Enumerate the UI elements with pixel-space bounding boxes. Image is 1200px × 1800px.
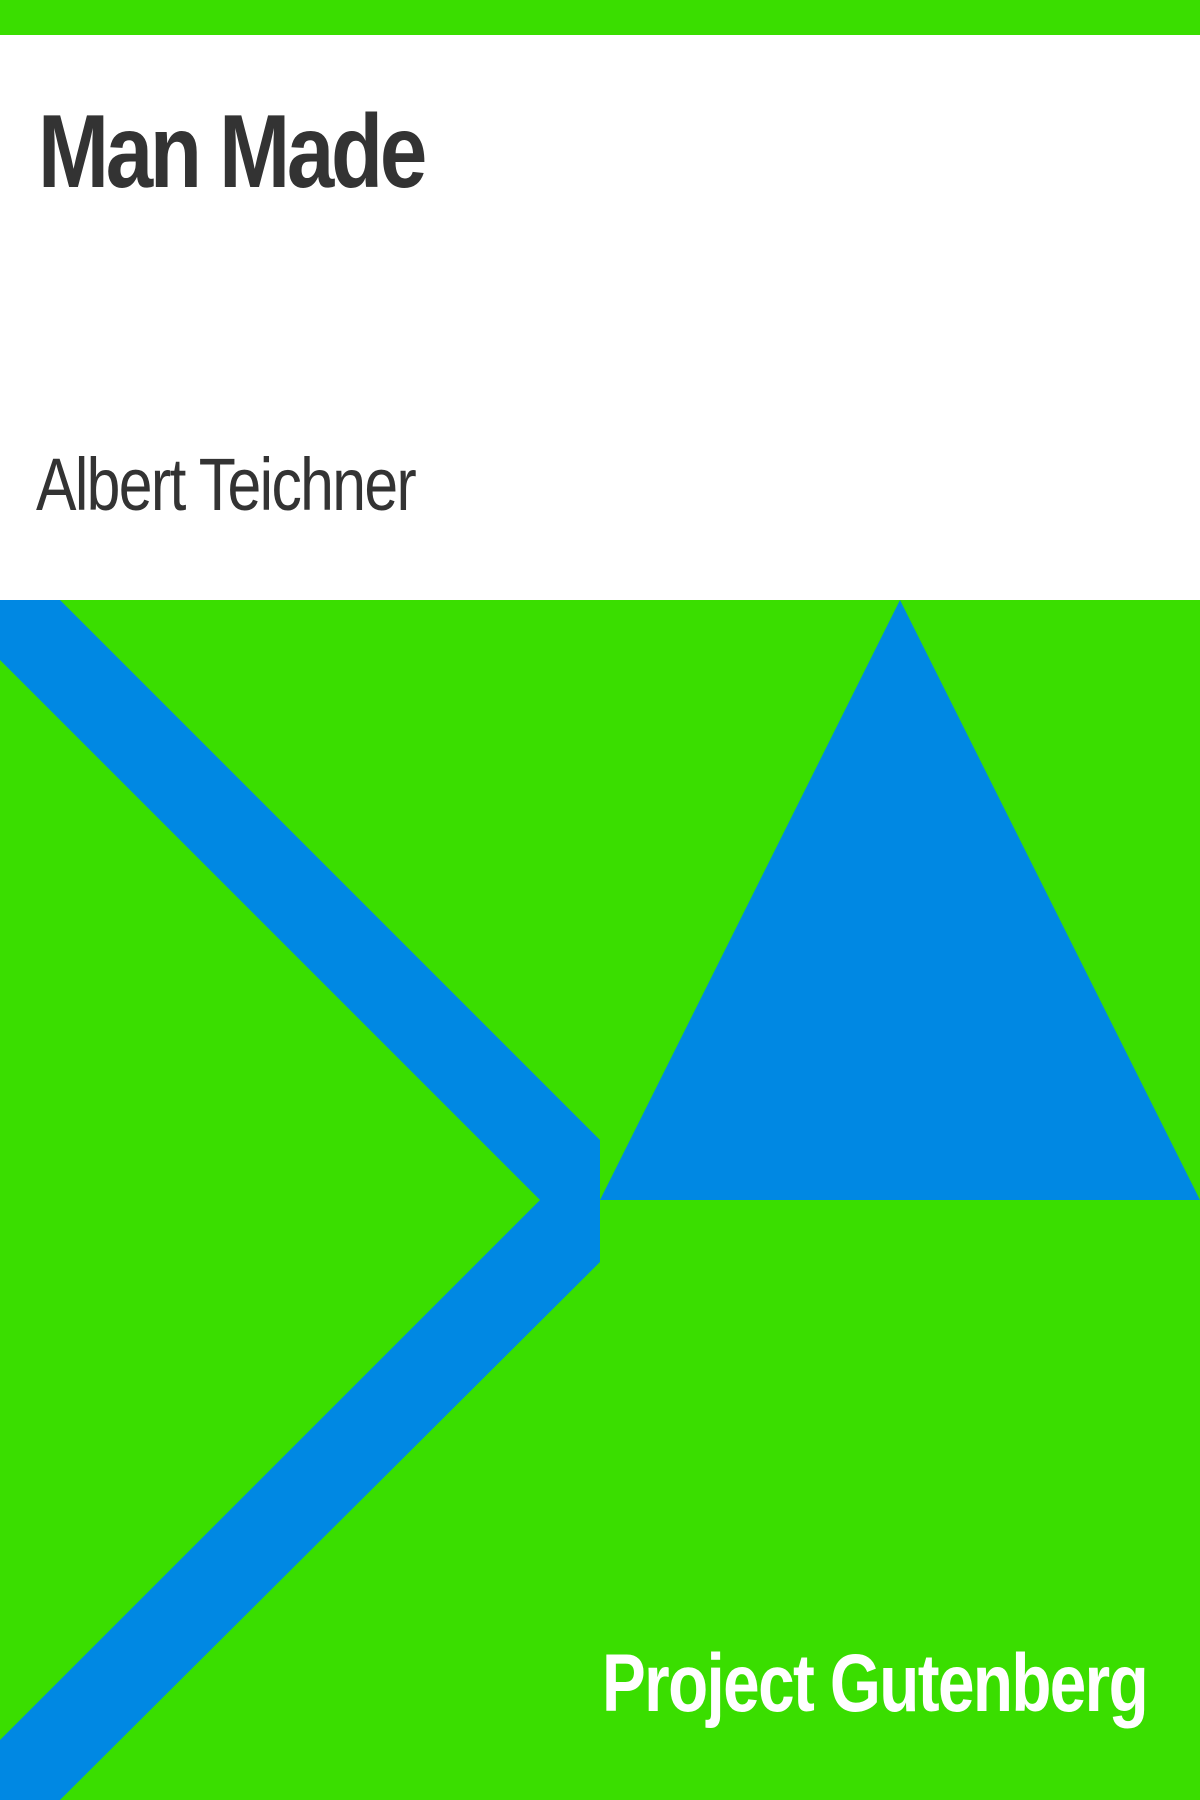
- triangle-shape: [600, 600, 1200, 1200]
- book-author: Albert Teichner: [36, 443, 417, 526]
- book-title: Man Made: [38, 94, 427, 210]
- diagonal-band: [0, 600, 600, 1800]
- cover-artwork: [0, 600, 1200, 1800]
- publisher-label: Project Gutenberg: [602, 1638, 1149, 1729]
- top-color-bar: [0, 0, 1200, 35]
